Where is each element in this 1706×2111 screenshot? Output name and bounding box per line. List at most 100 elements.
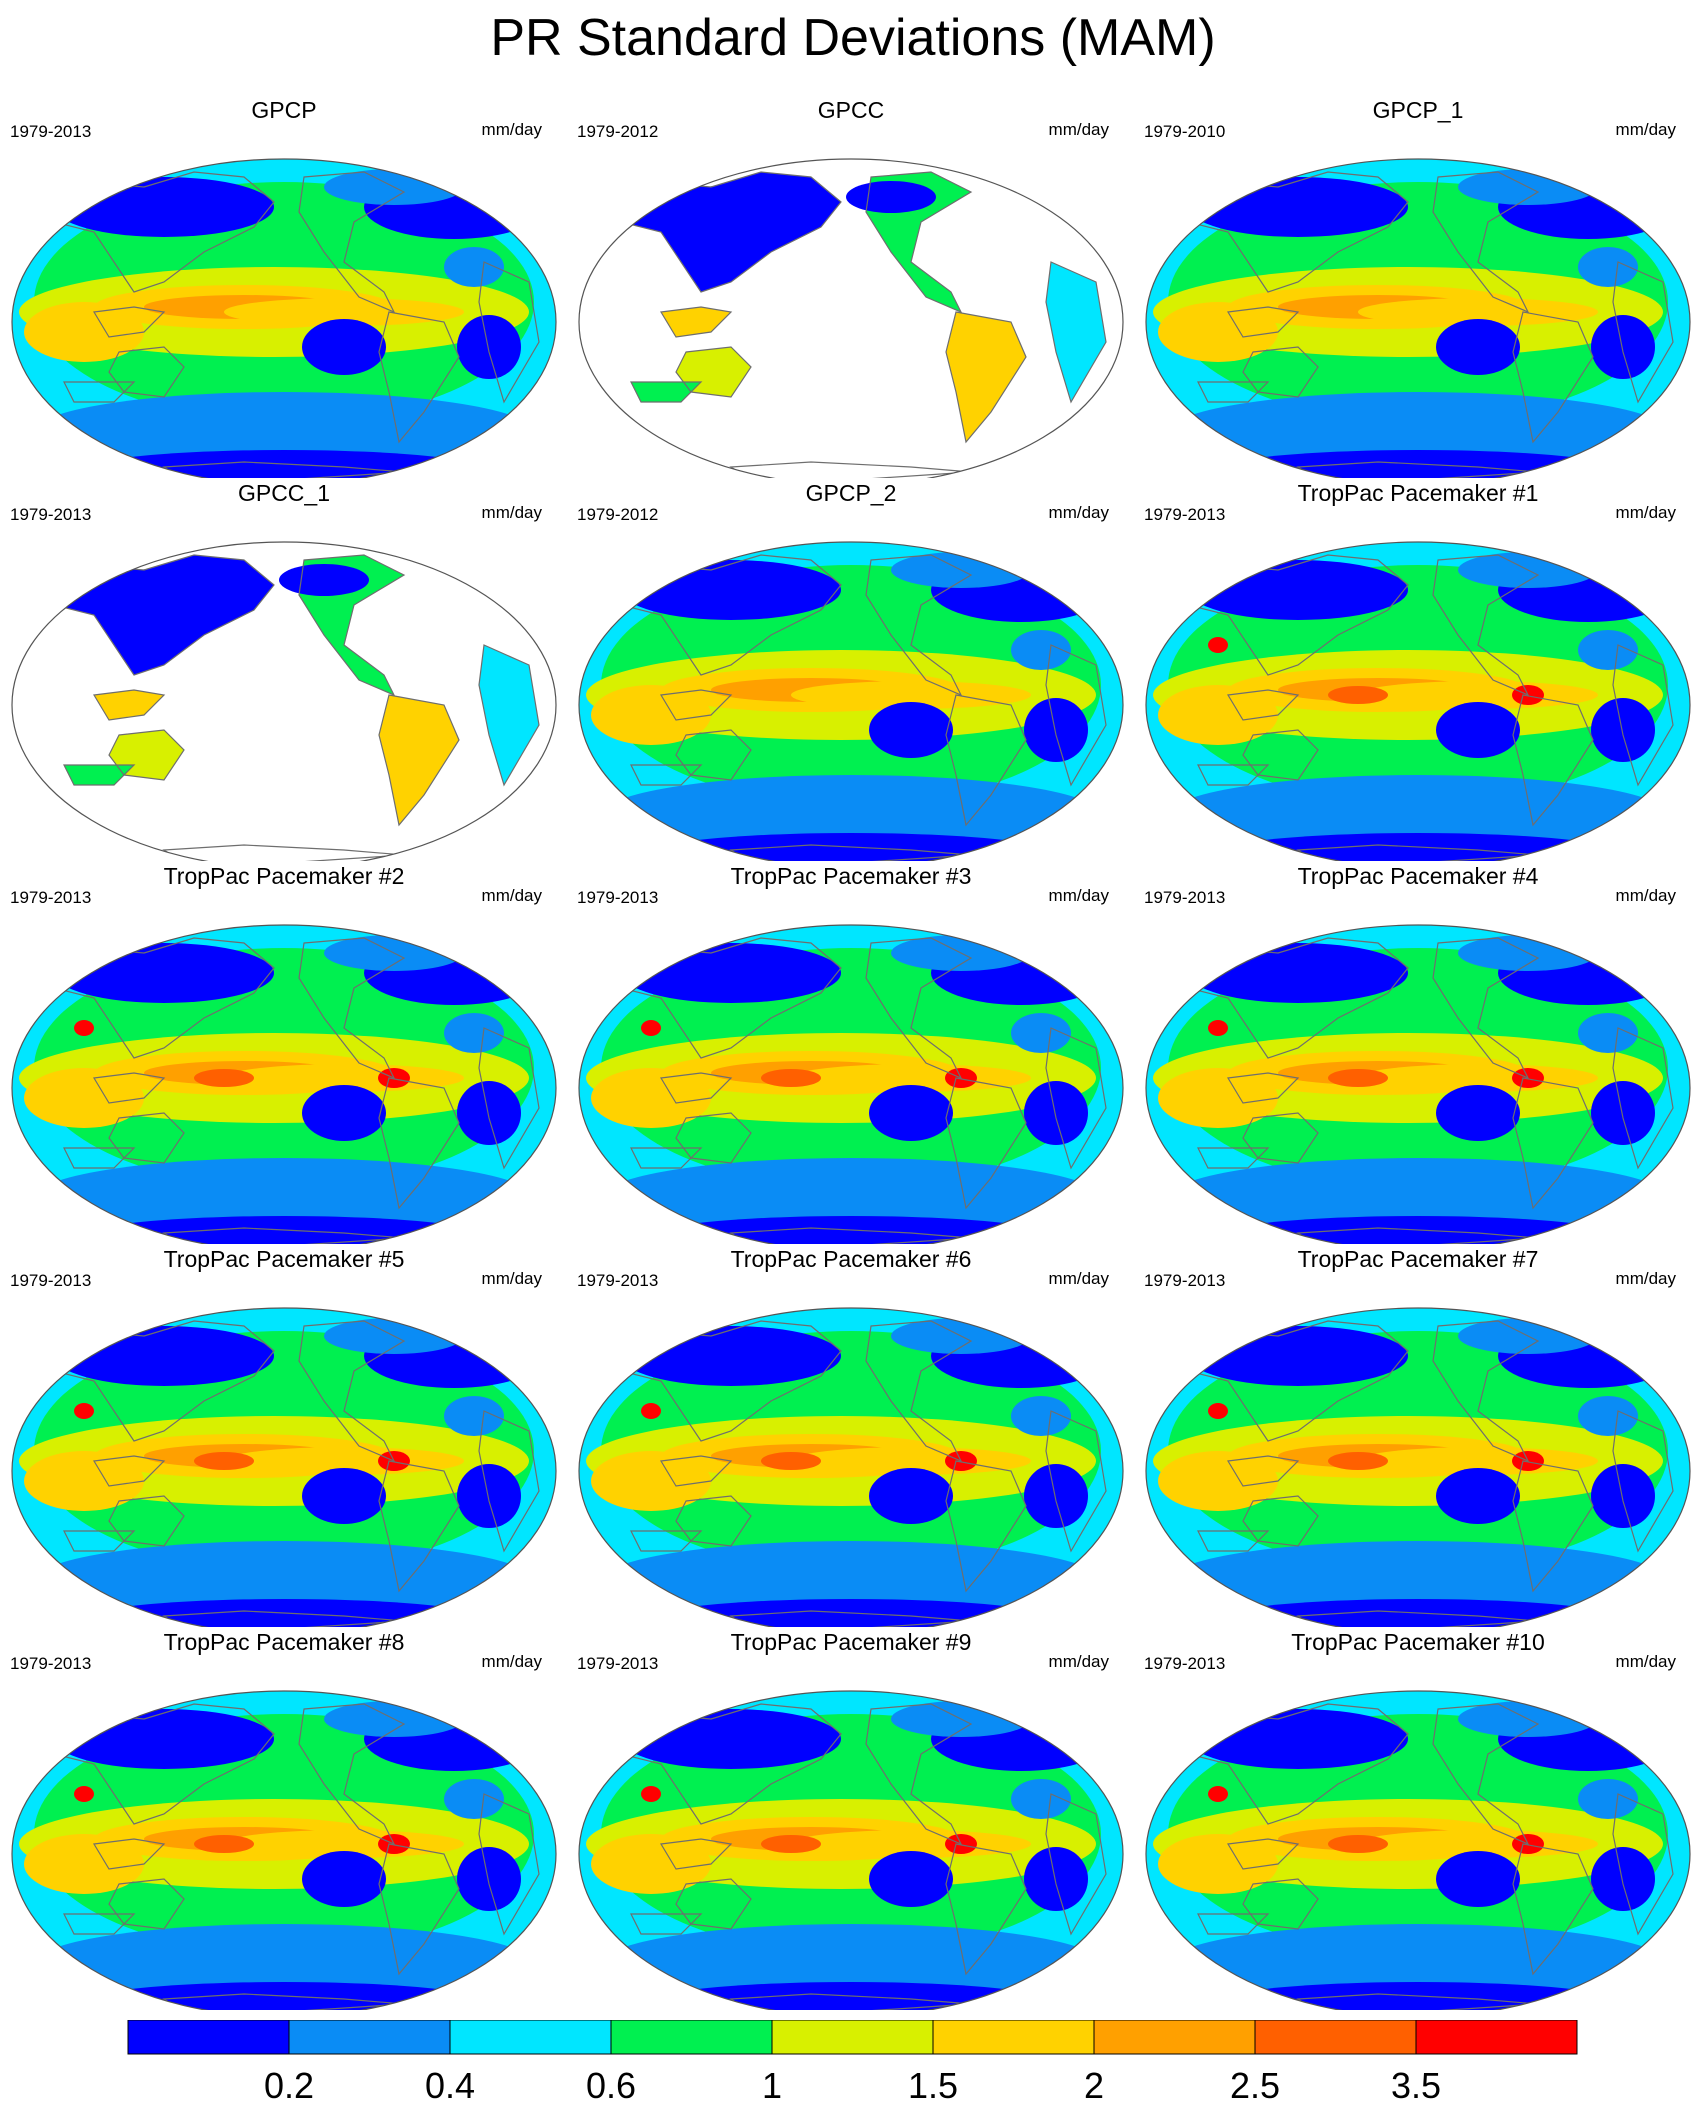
coastline (108, 729, 185, 781)
colorbar-tick-label: 2.5 (1230, 2065, 1280, 2106)
coastline (1512, 694, 1594, 827)
coastline (1512, 1460, 1594, 1593)
asia-low (621, 1709, 841, 1769)
coastline (945, 311, 1027, 444)
north-atlantic-dry (444, 1396, 504, 1436)
colorbar-swatch (771, 2020, 934, 2055)
panel-period: 1979-2013 (10, 505, 92, 524)
coastline (675, 729, 752, 781)
panel-period: 1979-2013 (1144, 1654, 1226, 1673)
antarctic-low (1208, 450, 1628, 478)
colorbar-swatch (127, 2020, 290, 2055)
north-atlantic-dry (1011, 630, 1071, 670)
southeast-pacific-dry (869, 702, 953, 758)
map-border (578, 541, 1124, 861)
coastline (108, 1495, 185, 1547)
panel-title: TropPac Pacemaker #5 (163, 1246, 405, 1272)
land-fill (379, 695, 459, 825)
asia-low (621, 943, 841, 1003)
warm-pool-max (194, 1452, 254, 1470)
southeast-pacific-dry (302, 1851, 386, 1907)
south-atlantic-dry (1024, 1081, 1088, 1145)
map-border (578, 1690, 1124, 2010)
east-pacific-itcz (224, 298, 464, 326)
southern-ocean-band (601, 1924, 1101, 2004)
coastline (1197, 1913, 1270, 1935)
north-atlantic-dry (1578, 1013, 1638, 1053)
world-map (11, 158, 557, 478)
colorbar-swatch (1093, 2020, 1256, 2055)
antarctic-low (74, 450, 494, 478)
coastline (945, 1843, 1027, 1976)
map-panel: GPCP_2 1979-2012 mm/day (567, 479, 1135, 861)
colorbar-swatch (449, 2020, 612, 2055)
south-atlantic-dry (457, 1081, 521, 1145)
coastline (1612, 644, 1674, 787)
warm-pool-max (1328, 1835, 1388, 1853)
east-pacific-itcz (791, 681, 1031, 709)
coastline (93, 1072, 166, 1104)
coastline (675, 1495, 752, 1547)
asia-low (1188, 560, 1408, 620)
map-border (1145, 924, 1691, 1244)
coastline (1242, 1112, 1319, 1164)
southeast-pacific-dry (302, 319, 386, 375)
coastline (865, 1703, 973, 1846)
south-atlantic-dry (457, 1464, 521, 1528)
asia-low (1188, 177, 1408, 237)
map-panel: GPCP 1979-2013 mm/day (0, 96, 568, 478)
colorbar-tick-label: 2 (1084, 2065, 1104, 2106)
southern-ocean-band (1168, 1924, 1668, 2004)
land-fill (631, 382, 701, 402)
map-panel: TropPac Pacemaker #3 1979-2013 mm/day (567, 862, 1135, 1244)
world-map (578, 1690, 1124, 2010)
panel-title: TropPac Pacemaker #3 (730, 863, 972, 889)
panel-title: GPCC (817, 97, 885, 123)
siberia-low (681, 184, 801, 220)
panel-title: TropPac Pacemaker #8 (163, 1629, 405, 1655)
panel-units: mm/day (1615, 1652, 1676, 1671)
colorbar-swatch (288, 2020, 451, 2055)
south-atlantic-dry (457, 1847, 521, 1911)
coastline (945, 1460, 1027, 1593)
map-border (11, 924, 557, 1244)
map-border (1145, 158, 1691, 478)
canada-low (279, 564, 369, 596)
map-panel: TropPac Pacemaker #1 1979-2013 mm/day (1134, 479, 1702, 861)
coastline (630, 1530, 703, 1552)
coastline (93, 1455, 166, 1487)
panel-period: 1979-2013 (10, 888, 92, 907)
panel-units: mm/day (1048, 1652, 1109, 1671)
panel-units: mm/day (1615, 120, 1676, 139)
coastline (298, 1320, 406, 1463)
world-map (578, 158, 1124, 478)
coastline (478, 1410, 540, 1553)
antarctic-low (641, 1982, 1061, 2010)
bay-of-bengal-max (74, 1403, 94, 1419)
map-panel: GPCC_1 1979-2013 mm/day (0, 479, 568, 861)
antarctic-low (1208, 1982, 1628, 2010)
southern-ocean-band (1168, 392, 1668, 472)
coastline (478, 261, 540, 404)
coastline (1432, 937, 1540, 1080)
map-panel: TropPac Pacemaker #6 1979-2013 mm/day (567, 1245, 1135, 1627)
coastline (63, 381, 136, 403)
bay-of-bengal-max (74, 1786, 94, 1802)
coastline (1612, 1793, 1674, 1936)
north-atlantic-dry (1578, 1779, 1638, 1819)
south-atlantic-dry (1024, 698, 1088, 762)
panel-period: 1979-2013 (1144, 1271, 1226, 1290)
southeast-pacific-dry (869, 1851, 953, 1907)
map-panel: TropPac Pacemaker #9 1979-2013 mm/day (567, 1628, 1135, 2010)
coastline (1612, 1027, 1674, 1170)
coastline (108, 1112, 185, 1164)
world-map (578, 924, 1124, 1244)
asia-low (1188, 943, 1408, 1003)
map-border (11, 158, 557, 478)
coastline (378, 1460, 460, 1593)
map-border (11, 1690, 557, 2010)
coastline (478, 644, 540, 787)
southeast-pacific-dry (1436, 319, 1520, 375)
map-panel: TropPac Pacemaker #2 1979-2013 mm/day (0, 862, 568, 1244)
asia-low (621, 560, 841, 620)
